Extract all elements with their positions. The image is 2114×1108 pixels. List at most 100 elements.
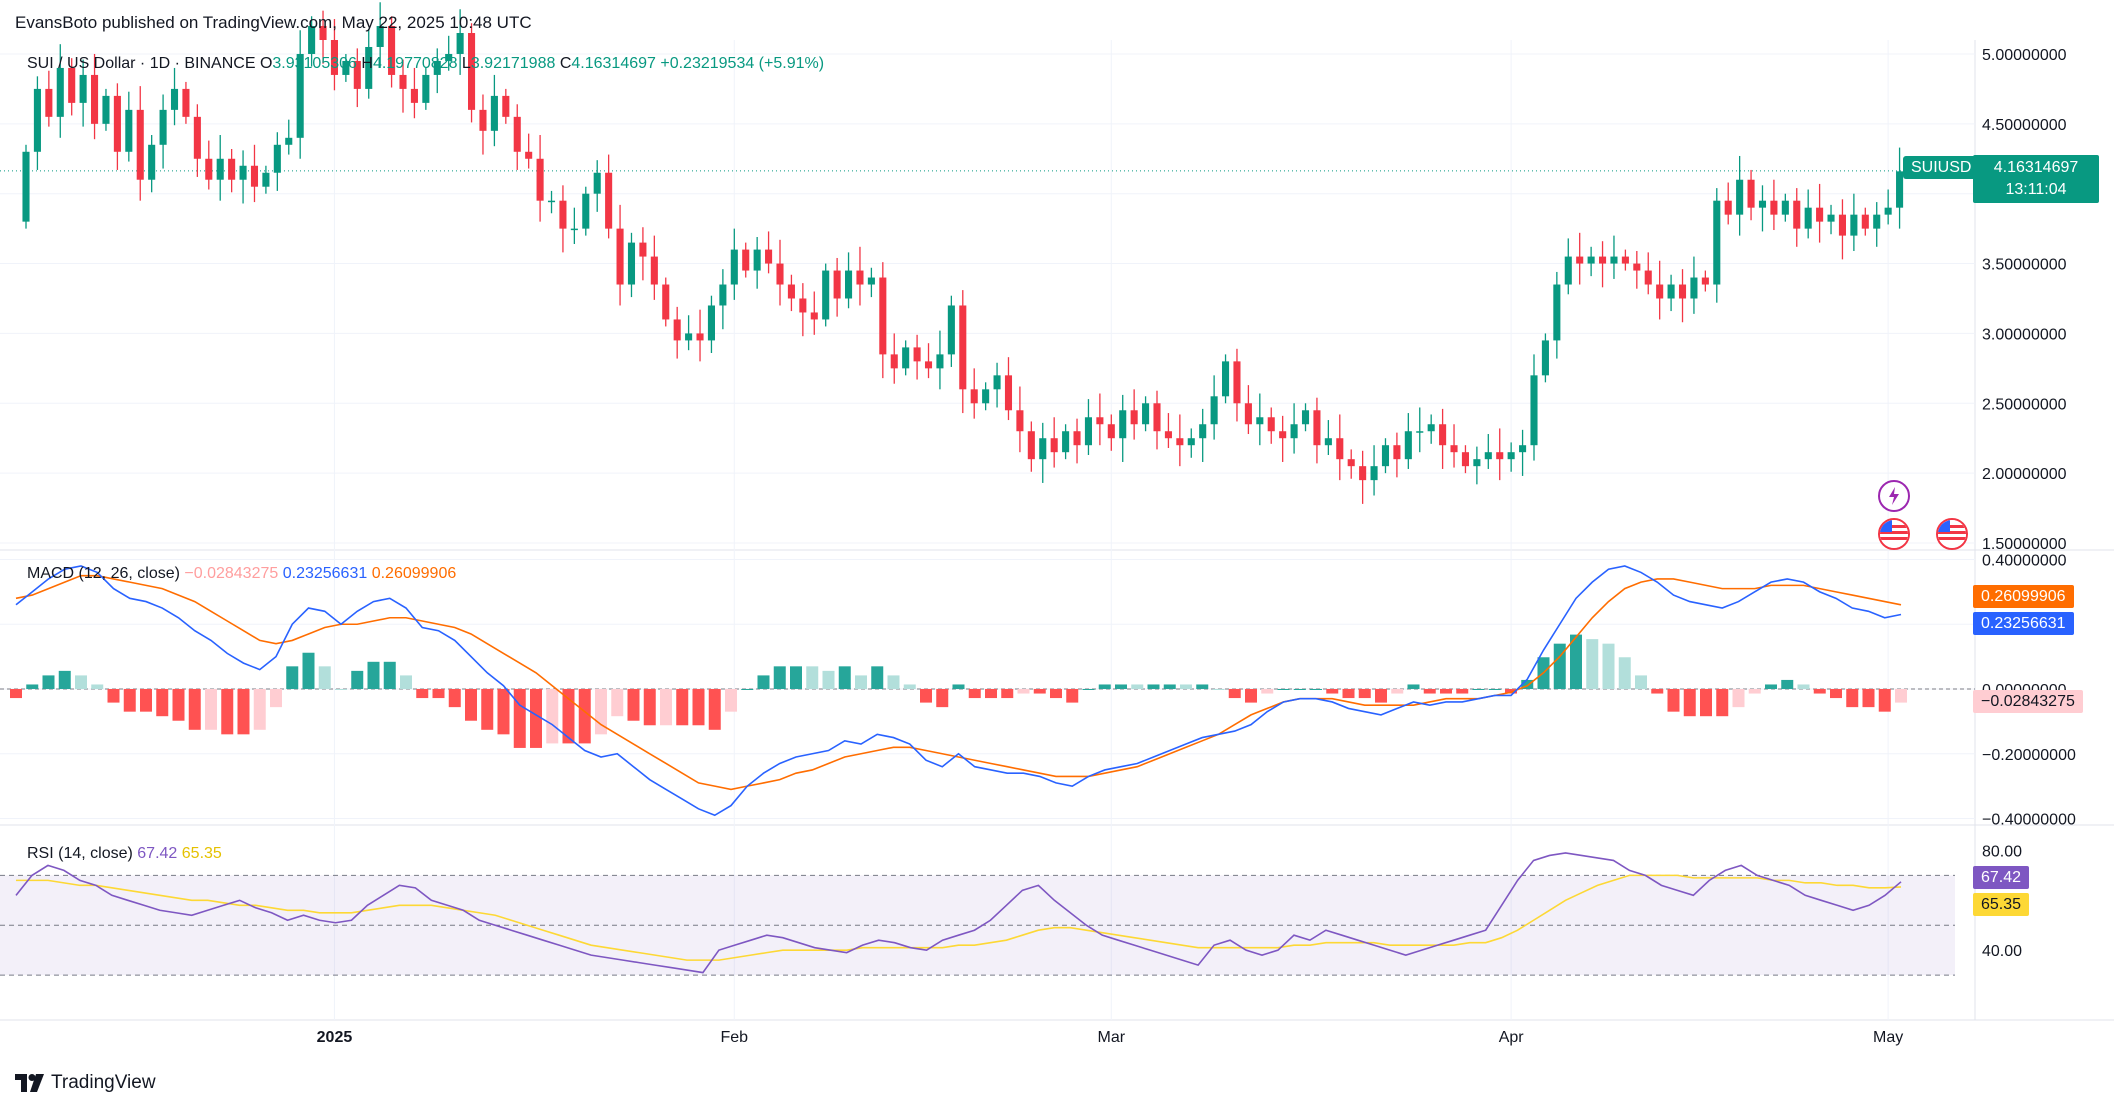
candle-body-29	[353, 60, 361, 89]
candle-body-26	[319, 26, 327, 40]
candle-body-17	[216, 158, 224, 180]
candle-body-30	[365, 46, 373, 89]
candle-body-112	[1301, 410, 1310, 425]
candle-body-25	[308, 26, 316, 54]
candle-body-24	[296, 53, 304, 138]
rsi-legend[interactable]: RSI (14, close) 67.42 65.35	[27, 845, 222, 863]
candle-body-12	[159, 109, 167, 145]
macd-hist-bar-7	[123, 689, 136, 712]
candle-body-162	[1873, 214, 1881, 229]
macd-line	[15, 565, 1902, 817]
macd-hist-bar-20	[335, 689, 347, 690]
macd-hist-bar-99	[1618, 657, 1631, 689]
candle-body-62	[730, 249, 738, 285]
bar-countdown: 13:11:04	[2005, 181, 2067, 198]
macd-hist-bar-63	[1033, 689, 1046, 694]
macd-hist-bar-28	[465, 689, 477, 721]
macd-hist-bar-76	[1245, 689, 1257, 703]
lightning-event-icon[interactable]	[1878, 480, 1910, 512]
macd-hist-bar-21	[351, 670, 364, 689]
candle-body-39	[468, 33, 476, 110]
price-tick-0: 5.00000000	[1982, 47, 2067, 64]
candle-body-98	[1142, 403, 1150, 425]
candle-body-16	[205, 158, 213, 180]
time-tick-4: May	[1873, 1029, 1903, 1046]
candle-body-18	[228, 158, 236, 180]
macd-hist-bar-38	[627, 689, 640, 721]
macd-hist-bar-111	[1813, 689, 1826, 694]
candle-body-38	[456, 33, 464, 54]
macd-hist-bar-54	[887, 675, 900, 689]
candle-body-119	[1381, 445, 1390, 467]
macd-title: MACD (12, 26, close)	[27, 565, 180, 582]
macd-hist-bar-6	[107, 689, 120, 703]
candle-body-152	[1758, 200, 1767, 208]
candle-body-42	[502, 95, 510, 117]
candle-body-145	[1678, 284, 1687, 299]
candle-body-154	[1781, 200, 1789, 215]
macd-hist-bar-49	[806, 666, 819, 689]
macd-hist-bar-73	[1196, 684, 1209, 689]
macd-hist-bar-14	[237, 689, 250, 735]
macd-hist-bar-104	[1700, 689, 1712, 717]
macd-signal-line	[15, 574, 1902, 791]
rsi-value: 67.42	[137, 845, 178, 862]
macd-hist-bar-106	[1732, 689, 1745, 708]
candle-body-114	[1324, 438, 1332, 446]
candle-body-85	[993, 375, 1001, 390]
candle-body-149	[1724, 200, 1732, 215]
candle-body-66	[776, 263, 784, 285]
macd-hist-bar-24	[400, 675, 412, 689]
rsi-tag: 67.42	[1973, 866, 2030, 889]
candle-body-67	[787, 284, 795, 299]
macd-signal-value: 0.26099906	[371, 565, 457, 582]
candle-body-84	[982, 389, 990, 404]
macd-hist-bar-80	[1310, 689, 1322, 690]
candle-body-89	[1039, 438, 1047, 460]
macd-hist-bar-102	[1667, 689, 1680, 712]
tradingview-brand[interactable]: TradingView	[15, 1072, 156, 1094]
candle-body-3	[56, 67, 64, 117]
macd-hist-bar-95	[1553, 643, 1566, 689]
macd-legend[interactable]: MACD (12, 26, close) −0.02843275 0.23256…	[27, 565, 456, 583]
us-flag-event-icon[interactable]	[1878, 518, 1910, 550]
candle-body-54	[639, 242, 647, 257]
macd-hist-bar-4	[75, 675, 87, 689]
candle-body-78	[913, 347, 921, 362]
candle-body-125	[1450, 445, 1458, 453]
macd-hist-bar-68	[1115, 684, 1127, 689]
candle-body-50	[593, 172, 601, 194]
low-label: L	[461, 55, 471, 72]
candle-body-31	[376, 26, 384, 47]
candle-body-83	[970, 389, 978, 404]
macd-hist-bar-5	[91, 684, 104, 689]
macd-hist-bar-79	[1293, 689, 1306, 690]
macd-hist-bar-83	[1358, 689, 1371, 699]
macd-hist-bar-9	[156, 689, 169, 717]
macd-hist-bar-58	[952, 684, 965, 689]
candle-body-100	[1164, 431, 1172, 439]
macd-hist-bar-92	[1505, 689, 1517, 694]
macd-hist-bar-70	[1147, 684, 1160, 689]
candle-body-107	[1244, 403, 1252, 425]
candle-body-7	[102, 95, 110, 124]
symbol-price-tag: SUIUSD	[1903, 156, 1980, 179]
candle-body-44	[525, 151, 533, 159]
macd-hist-bar-10	[172, 689, 185, 721]
macd-hist-bar-11	[188, 689, 201, 730]
candle-body-131	[1519, 445, 1527, 453]
candle-body-147	[1701, 277, 1709, 285]
macd-hist-bar-29	[481, 689, 494, 730]
macd-hist-bar-12	[205, 689, 217, 730]
macd-hist-bar-78	[1277, 689, 1290, 690]
rsi-ma-line	[16, 874, 1902, 961]
open-value: 3.93105306	[272, 55, 357, 72]
macd-hist-value: −0.02843275	[184, 565, 279, 582]
candle-body-105	[1222, 361, 1230, 397]
candle-body-157	[1816, 207, 1824, 222]
candle-body-94	[1096, 417, 1104, 425]
macd-hist-bar-23	[383, 661, 396, 689]
us-flag-event-icon-2[interactable]	[1936, 518, 1968, 550]
symbol-title[interactable]: SUI / US Dollar · 1D · BINANCE	[27, 55, 256, 72]
